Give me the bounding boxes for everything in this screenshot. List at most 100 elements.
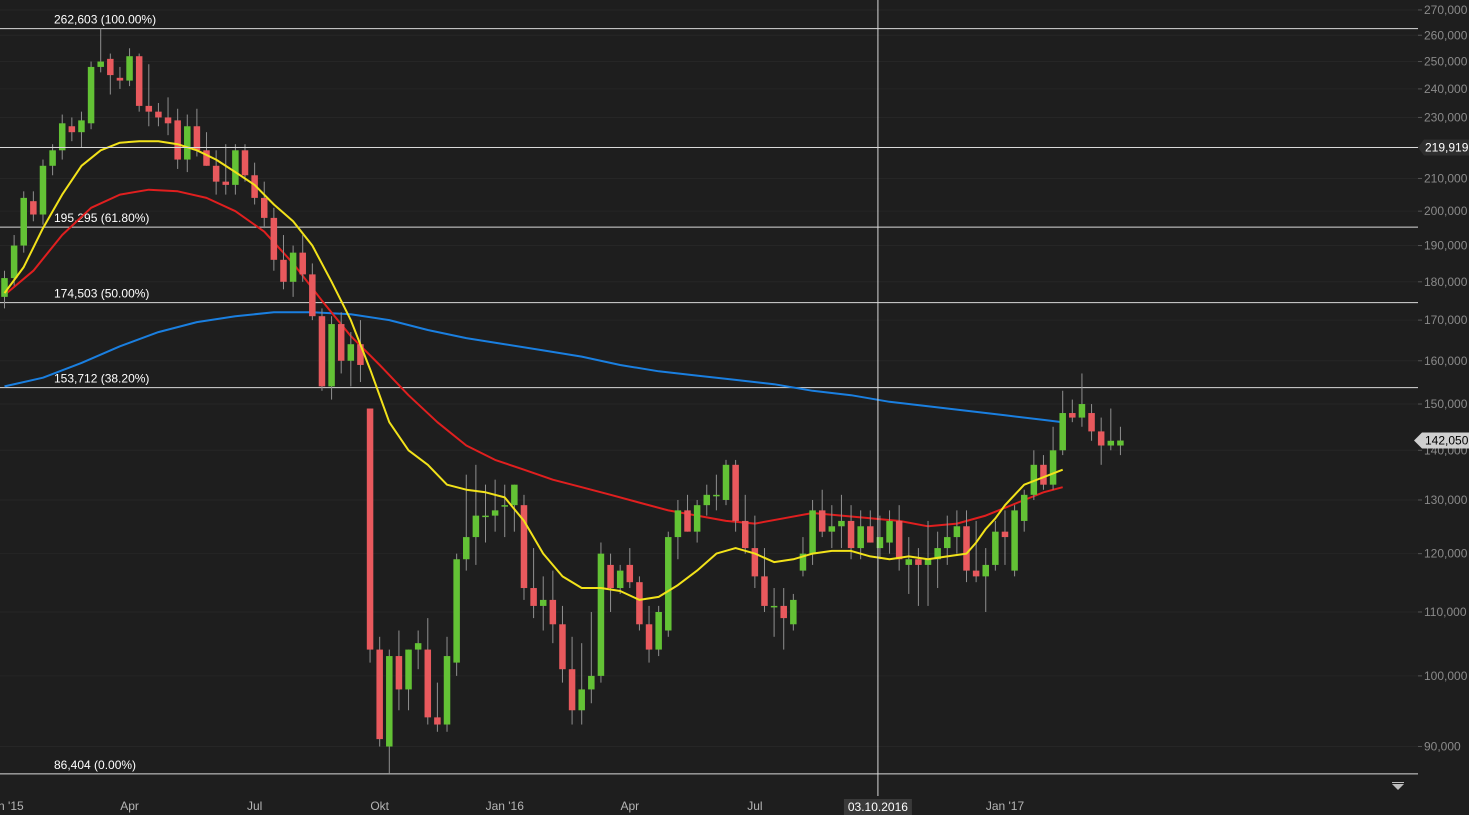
- candle-body: [1040, 464, 1047, 485]
- x-axis: Jan '15 Apr Jul Okt Jan '16 Apr Jul Jan '17: [0, 799, 1024, 813]
- candle-body: [482, 515, 489, 518]
- crosshair-value-tag: [1418, 139, 1469, 156]
- price-tags: 03.10.2016 219,919 142,050: [843, 139, 1469, 815]
- candle-body: [203, 150, 210, 166]
- candle-body: [1, 278, 8, 297]
- candle: [828, 505, 836, 549]
- candle: [530, 548, 537, 619]
- candle-body: [1078, 404, 1086, 418]
- fib-level-label: 153,712 (38.20%): [54, 372, 149, 386]
- candle-body: [972, 570, 980, 577]
- candle-body: [876, 537, 884, 549]
- candle-body: [212, 165, 220, 182]
- candle-body: [30, 201, 37, 215]
- candle: [751, 515, 759, 589]
- x-tick-label: Okt: [370, 799, 389, 813]
- candle-body: [684, 510, 691, 532]
- candle-body: [434, 717, 441, 725]
- candle: [1040, 455, 1047, 490]
- candle-body: [790, 599, 797, 625]
- candle: [443, 636, 451, 732]
- candle-body: [1088, 413, 1095, 432]
- candle-body: [645, 624, 653, 650]
- candle: [674, 499, 682, 560]
- candle: [1001, 510, 1009, 565]
- candle-body: [905, 559, 913, 565]
- candle-body: [761, 576, 768, 606]
- candle: [78, 111, 85, 148]
- candle: [174, 108, 181, 169]
- candle-body: [963, 526, 970, 571]
- candle-body: [665, 537, 672, 631]
- candle-body: [174, 120, 181, 160]
- candle: [405, 649, 412, 711]
- fibonacci-levels[interactable]: 262,603 (100.00%) 195,295 (61.80%) 174,503…: [0, 13, 1418, 775]
- candle-body: [1049, 450, 1057, 485]
- candle: [1107, 408, 1115, 451]
- candle: [135, 53, 143, 112]
- candle-body: [463, 537, 470, 560]
- candle: [645, 605, 653, 663]
- candle: [232, 144, 239, 195]
- crosshair: [0, 0, 1418, 796]
- candle-body: [1107, 440, 1115, 446]
- candle: [838, 494, 845, 549]
- candle: [703, 484, 711, 516]
- scroll-to-end-button[interactable]: [1388, 780, 1408, 796]
- candle: [58, 114, 66, 160]
- candle-body: [1069, 413, 1076, 418]
- candle-body: [472, 515, 480, 538]
- candle: [241, 144, 249, 182]
- candle-body: [655, 611, 662, 650]
- candle: [636, 576, 643, 631]
- last-price-tag: [1414, 432, 1469, 449]
- y-axis: 90,000100,000110,000120,000130,000140,00…: [1418, 3, 1468, 754]
- candle-body: [799, 553, 807, 571]
- date-tag-label: 03.10.2016: [848, 800, 908, 814]
- candle-body: [828, 526, 836, 532]
- candle: [376, 636, 383, 747]
- candle: [876, 515, 884, 560]
- candle-body: [636, 582, 643, 625]
- candle-body: [674, 510, 682, 538]
- fib-level-label: 86,404 (0.00%): [54, 758, 136, 772]
- candle: [357, 320, 364, 383]
- candle: [337, 312, 345, 374]
- candle-body: [97, 61, 104, 67]
- candle: [366, 408, 374, 663]
- candle: [905, 537, 913, 594]
- candle: [386, 649, 393, 774]
- candle: [895, 505, 903, 571]
- candle: [713, 474, 720, 511]
- candle: [607, 553, 614, 612]
- candle-body: [982, 564, 989, 577]
- candle: [1011, 505, 1018, 577]
- candle: [107, 53, 114, 95]
- y-tick-label: 100,000: [1424, 669, 1468, 683]
- candle: [741, 494, 749, 554]
- candle: [289, 245, 297, 297]
- candle-body: [530, 588, 537, 606]
- y-tick-label: 170,000: [1424, 313, 1468, 327]
- candle-body: [116, 77, 124, 81]
- y-tick-label: 120,000: [1424, 547, 1468, 561]
- y-tick-label: 110,000: [1424, 605, 1467, 619]
- candle-body: [607, 564, 614, 589]
- candle: [309, 263, 316, 321]
- ma-long-line: [4, 311, 1063, 424]
- candle: [20, 191, 27, 253]
- fib-level-label: 262,603 (100.00%): [54, 13, 156, 27]
- candle-body: [549, 599, 557, 625]
- fib-level-label: 195,295 (61.80%): [54, 211, 149, 225]
- candle: [780, 588, 787, 650]
- candle: [68, 117, 76, 142]
- x-tick-label: Jan '17: [986, 799, 1025, 813]
- candle-body: [1097, 431, 1105, 446]
- candle-body: [135, 56, 143, 106]
- candle: [434, 682, 441, 732]
- candle: [549, 570, 557, 644]
- candle: [886, 510, 893, 554]
- candle: [934, 531, 941, 589]
- y-tick-label: 230,000: [1424, 110, 1468, 124]
